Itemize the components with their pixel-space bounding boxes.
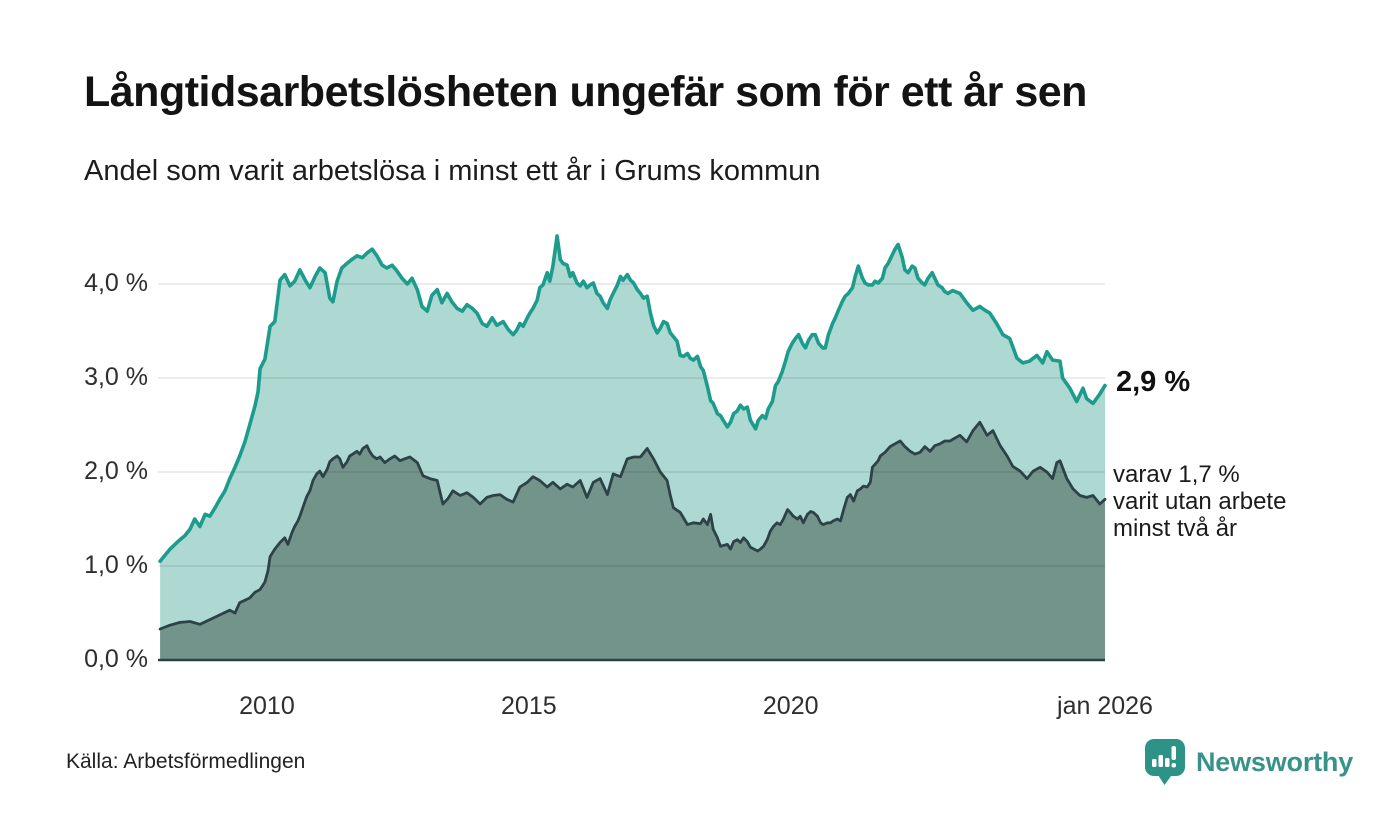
- latest-value-annotation: 2,9 %: [1116, 366, 1191, 398]
- newsworthy-wordmark: Newsworthy: [1196, 746, 1354, 777]
- y-tick-label: 4,0 %: [84, 268, 148, 297]
- x-tick-label: 2010: [239, 692, 295, 720]
- primary-line: [158, 234, 1107, 564]
- secondary-line: [158, 420, 1107, 631]
- chart-subtitle: Andel som varit arbetslösa i minst ett å…: [84, 155, 821, 187]
- y-tick-label: 3,0 %: [84, 362, 148, 391]
- secondary-annotation-line2: varit utan arbete: [1113, 488, 1287, 515]
- secondary-annotation-line3: minst två år: [1113, 515, 1238, 542]
- secondary-series-annotation: varav 1,7 % varit utan arbete minst två …: [1113, 461, 1286, 542]
- newsworthy-logo[interactable]: Newsworthy: [1143, 738, 1353, 786]
- secondary-area: [160, 422, 1106, 660]
- page-title: Långtidsarbetslösheten ungefär som för e…: [84, 68, 1087, 116]
- x-tick-label: jan 2026: [1057, 692, 1153, 720]
- newsworthy-badge-icon: [1145, 739, 1185, 785]
- x-tick-label: 2015: [501, 692, 557, 720]
- y-tick-label: 1,0 %: [84, 550, 148, 579]
- secondary-annotation-line1: varav 1,7 %: [1113, 461, 1240, 488]
- source-note: Källa: Arbetsförmedlingen: [66, 750, 306, 773]
- y-tick-label: 2,0 %: [84, 456, 148, 485]
- x-tick-label: 2020: [762, 692, 819, 720]
- y-tick-label: 0,0 %: [84, 645, 148, 673]
